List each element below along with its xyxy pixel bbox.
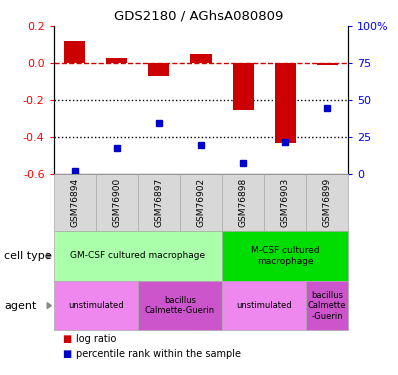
- Text: unstimulated: unstimulated: [236, 301, 292, 310]
- Text: cell type: cell type: [4, 251, 52, 261]
- Text: unstimulated: unstimulated: [68, 301, 124, 310]
- Text: bacillus
Calmette-Guerin: bacillus Calmette-Guerin: [145, 296, 215, 315]
- Text: GSM76902: GSM76902: [197, 178, 205, 227]
- Text: GSM76894: GSM76894: [70, 178, 79, 227]
- Text: ■: ■: [62, 334, 71, 344]
- Bar: [232, 63, 254, 110]
- Bar: [64, 41, 85, 63]
- Text: GSM76897: GSM76897: [154, 178, 164, 227]
- Text: GDS2180 / AGhsA080809: GDS2180 / AGhsA080809: [114, 9, 284, 22]
- Text: ■: ■: [62, 350, 71, 359]
- Bar: [275, 63, 296, 143]
- Text: GSM76903: GSM76903: [281, 178, 290, 227]
- Bar: [191, 54, 211, 63]
- Bar: [148, 63, 170, 76]
- Text: GSM76899: GSM76899: [323, 178, 332, 227]
- Text: bacillus
Calmette
-Guerin: bacillus Calmette -Guerin: [308, 291, 347, 321]
- Text: log ratio: log ratio: [76, 334, 116, 344]
- Text: agent: agent: [4, 301, 36, 310]
- Text: GSM76898: GSM76898: [238, 178, 248, 227]
- Text: GSM76900: GSM76900: [112, 178, 121, 227]
- Text: M-CSF cultured
macrophage: M-CSF cultured macrophage: [251, 246, 320, 266]
- Bar: [317, 63, 338, 65]
- Text: GM-CSF cultured macrophage: GM-CSF cultured macrophage: [70, 251, 205, 260]
- Bar: [106, 58, 127, 63]
- Text: percentile rank within the sample: percentile rank within the sample: [76, 350, 241, 359]
